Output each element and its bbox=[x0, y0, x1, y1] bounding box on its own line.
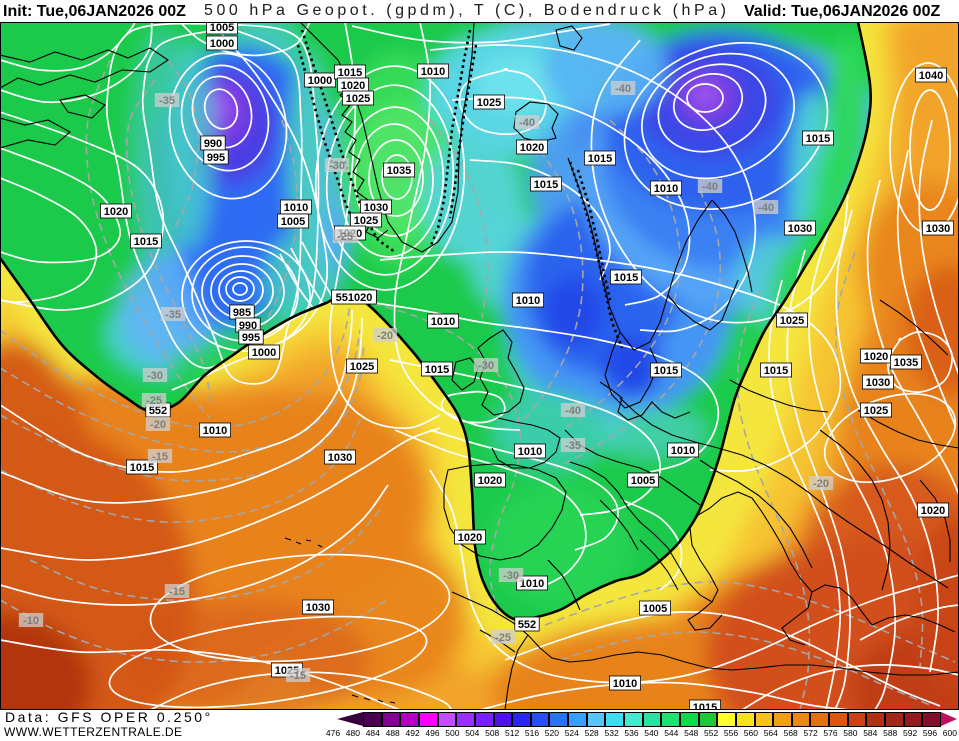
svg-text:990: 990 bbox=[239, 320, 257, 332]
svg-text:1000: 1000 bbox=[308, 75, 332, 87]
svg-text:-30: -30 bbox=[478, 360, 494, 372]
svg-text:1005: 1005 bbox=[643, 603, 667, 615]
svg-text:1015: 1015 bbox=[693, 702, 717, 710]
svg-text:1030: 1030 bbox=[306, 602, 330, 614]
svg-text:552: 552 bbox=[518, 619, 536, 631]
svg-text:1030: 1030 bbox=[364, 202, 388, 214]
svg-text:-35: -35 bbox=[159, 95, 175, 107]
svg-text:-40: -40 bbox=[615, 83, 631, 95]
svg-text:1035: 1035 bbox=[387, 165, 411, 177]
svg-text:995: 995 bbox=[207, 152, 225, 164]
svg-text:1030: 1030 bbox=[788, 223, 812, 235]
svg-text:1025: 1025 bbox=[864, 405, 888, 417]
svg-text:1010: 1010 bbox=[203, 425, 227, 437]
svg-text:1025: 1025 bbox=[346, 93, 370, 105]
svg-text:1030: 1030 bbox=[866, 377, 890, 389]
svg-text:1010: 1010 bbox=[613, 678, 637, 690]
svg-text:1040: 1040 bbox=[919, 70, 943, 82]
svg-text:551020: 551020 bbox=[336, 292, 373, 304]
svg-text:1000: 1000 bbox=[210, 38, 234, 50]
svg-text:1010: 1010 bbox=[516, 295, 540, 307]
svg-text:-35: -35 bbox=[165, 309, 181, 321]
svg-text:1020: 1020 bbox=[104, 206, 128, 218]
svg-text:552: 552 bbox=[149, 405, 167, 417]
svg-text:1015: 1015 bbox=[764, 365, 788, 377]
svg-text:-25: -25 bbox=[337, 231, 353, 243]
svg-text:-40: -40 bbox=[565, 405, 581, 417]
svg-text:1015: 1015 bbox=[654, 365, 678, 377]
svg-text:-25: -25 bbox=[495, 632, 511, 644]
svg-text:-40: -40 bbox=[702, 181, 718, 193]
svg-text:1020: 1020 bbox=[921, 505, 945, 517]
svg-text:-15: -15 bbox=[152, 451, 168, 463]
svg-text:985: 985 bbox=[233, 307, 251, 319]
svg-text:1015: 1015 bbox=[614, 272, 638, 284]
svg-text:1020: 1020 bbox=[864, 351, 888, 363]
svg-text:990: 990 bbox=[204, 138, 222, 150]
svg-text:1005: 1005 bbox=[631, 475, 655, 487]
svg-text:-20: -20 bbox=[377, 330, 393, 342]
svg-text:1025: 1025 bbox=[350, 361, 374, 373]
svg-text:1030: 1030 bbox=[328, 452, 352, 464]
svg-text:1015: 1015 bbox=[806, 133, 830, 145]
svg-text:-20: -20 bbox=[813, 478, 829, 490]
svg-text:1010: 1010 bbox=[431, 316, 455, 328]
svg-text:-15: -15 bbox=[290, 670, 306, 682]
svg-text:1015: 1015 bbox=[588, 153, 612, 165]
svg-text:-15: -15 bbox=[169, 586, 185, 598]
svg-text:-40: -40 bbox=[758, 202, 774, 214]
svg-text:1010: 1010 bbox=[421, 66, 445, 78]
svg-text:-30: -30 bbox=[329, 160, 345, 172]
svg-text:-35: -35 bbox=[565, 440, 581, 452]
svg-text:1010: 1010 bbox=[518, 446, 542, 458]
svg-text:1010: 1010 bbox=[654, 183, 678, 195]
svg-text:1020: 1020 bbox=[341, 80, 365, 92]
svg-text:1015: 1015 bbox=[338, 67, 362, 79]
svg-text:1005: 1005 bbox=[281, 216, 305, 228]
svg-text:1000: 1000 bbox=[252, 347, 276, 359]
svg-text:1015: 1015 bbox=[134, 236, 158, 248]
svg-text:1035: 1035 bbox=[894, 357, 918, 369]
svg-text:-40: -40 bbox=[519, 117, 535, 129]
svg-text:1020: 1020 bbox=[520, 142, 544, 154]
svg-text:1020: 1020 bbox=[478, 475, 502, 487]
svg-text:1010: 1010 bbox=[520, 578, 544, 590]
svg-text:1015: 1015 bbox=[130, 462, 154, 474]
svg-text:1025: 1025 bbox=[780, 315, 804, 327]
svg-text:1015: 1015 bbox=[425, 364, 449, 376]
svg-text:1025: 1025 bbox=[354, 215, 378, 227]
svg-text:-30: -30 bbox=[147, 370, 163, 382]
svg-text:1005: 1005 bbox=[210, 22, 234, 34]
svg-text:-30: -30 bbox=[503, 570, 519, 582]
svg-text:1015: 1015 bbox=[534, 179, 558, 191]
svg-text:1030: 1030 bbox=[926, 223, 950, 235]
svg-text:995: 995 bbox=[242, 332, 260, 344]
svg-text:-25: -25 bbox=[146, 395, 162, 407]
svg-text:1010: 1010 bbox=[284, 202, 308, 214]
svg-text:1010: 1010 bbox=[671, 445, 695, 457]
svg-text:-20: -20 bbox=[150, 419, 166, 431]
svg-text:1020: 1020 bbox=[458, 532, 482, 544]
svg-text:-10: -10 bbox=[23, 615, 39, 627]
svg-text:1025: 1025 bbox=[477, 97, 501, 109]
